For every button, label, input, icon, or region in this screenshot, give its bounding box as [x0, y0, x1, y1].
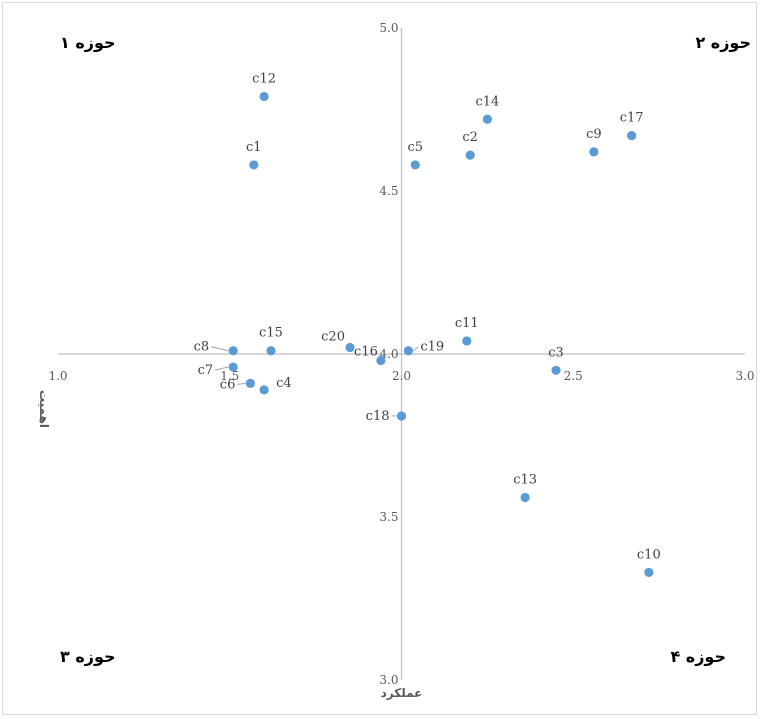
point-label-c12: c12: [252, 71, 276, 86]
point-label-c2: c2: [462, 130, 478, 145]
point-label-c18: c18: [366, 409, 390, 424]
point-c1: [249, 160, 259, 170]
x-tick-label: 1.5: [220, 369, 239, 383]
point-c4: [259, 385, 269, 395]
quadrant-2-label: حوزه ۲: [695, 33, 751, 52]
point-label-c19: c19: [420, 340, 444, 355]
point-c13: [520, 492, 530, 503]
leader-line: [211, 346, 229, 352]
point-c11: [462, 336, 472, 346]
point-label-c20: c20: [321, 329, 345, 344]
point-label-c7: c7: [198, 363, 214, 378]
leader-line: [413, 346, 419, 352]
point-labels: c1 c2 c3 c4 c5 c6 c7 c8 c9 c10 c11 c12 c13 c14 c15 c16 c…: [194, 71, 661, 562]
point-c7: [228, 362, 238, 372]
quadrant-3-label: حوزه ۳: [60, 647, 116, 666]
point-label-c9: c9: [586, 127, 602, 142]
point-c14: [482, 114, 492, 124]
point-c19: [403, 346, 413, 356]
point-c10: [644, 567, 654, 578]
leader-line: [215, 366, 229, 371]
point-c16: [376, 355, 386, 366]
axis-titles: عملکرد اهمیت: [37, 390, 422, 700]
y-tick-label: 3.0: [379, 673, 398, 687]
y-tick-label: 5.0: [379, 21, 398, 35]
x-tick-label: 3.0: [735, 369, 754, 383]
quadrant-4-label: حوزه ۴: [670, 647, 726, 666]
point-c6: [245, 378, 255, 388]
x-axis-title: عملکرد: [381, 686, 423, 700]
y-tick-label: 3.5: [379, 510, 398, 524]
point-label-c16: c16: [354, 345, 378, 360]
point-label-c6: c6: [220, 377, 236, 392]
point-c3: [551, 365, 561, 375]
point-label-c11: c11: [455, 316, 479, 331]
leader-lines: [211, 346, 419, 417]
x-tick-label: 2.5: [564, 369, 583, 383]
point-label-c8: c8: [194, 340, 210, 355]
tick-labels: 1.0 1.5 2.0 2.5 3.03.03.54.04.55.0: [48, 21, 754, 687]
x-tick-label: 2.0: [392, 369, 411, 383]
point-c17: [627, 130, 637, 141]
quadrant-1-label: حوزه ۱: [60, 33, 116, 52]
leader-line: [237, 382, 246, 385]
axes: [58, 28, 745, 680]
x-tick-label: 1.0: [48, 369, 67, 383]
point-label-c14: c14: [475, 94, 499, 109]
y-tick-label: 4.5: [379, 184, 398, 198]
point-label-c4: c4: [276, 376, 292, 391]
point-label-c13: c13: [513, 472, 537, 487]
point-label-c10: c10: [637, 547, 661, 562]
point-c5: [410, 160, 420, 170]
point-label-c3: c3: [548, 345, 564, 360]
point-c20: [345, 342, 355, 353]
y-axis-title: اهمیت: [37, 390, 51, 428]
point-c9: [589, 147, 599, 157]
data-points: [228, 91, 654, 578]
point-c15: [266, 346, 276, 356]
point-label-c1: c1: [246, 140, 262, 155]
point-c18: [396, 411, 407, 421]
point-label-c5: c5: [407, 140, 423, 155]
point-label-c17: c17: [620, 111, 644, 126]
point-c12: [259, 91, 269, 102]
point-c2: [465, 150, 475, 160]
point-label-c15: c15: [259, 326, 283, 341]
point-c8: [228, 346, 238, 356]
